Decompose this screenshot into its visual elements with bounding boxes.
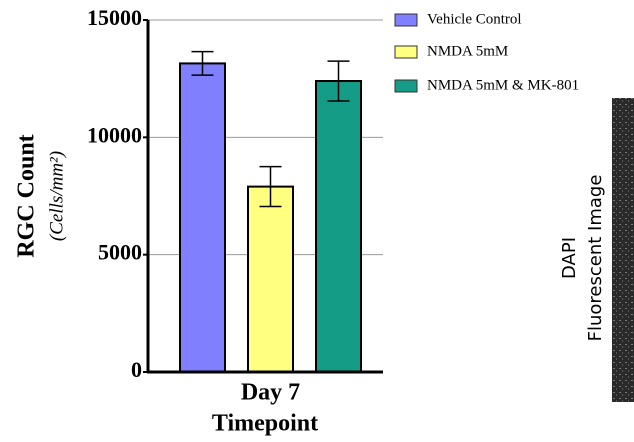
bar	[180, 63, 225, 372]
legend-label: Vehicle Control	[427, 11, 522, 27]
legend-label: NMDA 5mM	[427, 43, 508, 59]
y-tick-label: 5000	[98, 240, 142, 265]
legend-swatch	[395, 46, 417, 58]
legend-swatch	[395, 80, 417, 92]
bar	[316, 81, 361, 372]
side-label: Fluorescent Image	[585, 175, 606, 342]
y-tick-label: 10000	[87, 122, 142, 147]
y-tick-label: 0	[131, 357, 142, 382]
side-label: DAPI	[559, 237, 580, 279]
y-axis-unit: (Cells/mm²)	[46, 151, 67, 241]
fluorescent-image	[612, 98, 634, 402]
chart: DAPI Fluorescent Image RGC Count (Cells/…	[0, 0, 634, 442]
y-axis-label: RGC Count	[14, 134, 40, 257]
y-tick-label: 15000	[87, 5, 142, 30]
bar	[248, 187, 293, 372]
x-tick-label: Day 7	[241, 380, 300, 406]
legend-swatch	[395, 14, 417, 26]
legend-label: NMDA 5mM & MK-801	[427, 77, 579, 93]
x-axis-label: Timepoint	[212, 411, 318, 437]
